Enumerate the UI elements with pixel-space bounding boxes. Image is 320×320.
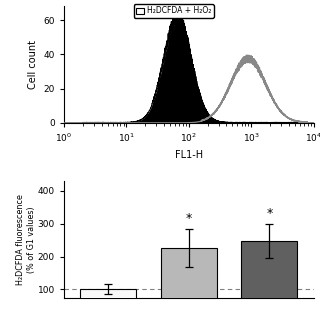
Bar: [80, 289, 136, 320]
Text: *: *: [266, 207, 272, 220]
Bar: [241, 241, 298, 320]
Bar: [161, 248, 217, 320]
X-axis label: FL1-H: FL1-H: [175, 150, 203, 160]
Y-axis label: Cell count: Cell count: [28, 40, 38, 89]
Y-axis label: H₂DCFDA fluorescence
(% of G1 values): H₂DCFDA fluorescence (% of G1 values): [16, 194, 36, 285]
Legend: H₂DCFDA + H₂O₂: H₂DCFDA + H₂O₂: [134, 4, 213, 18]
Text: *: *: [186, 212, 192, 225]
